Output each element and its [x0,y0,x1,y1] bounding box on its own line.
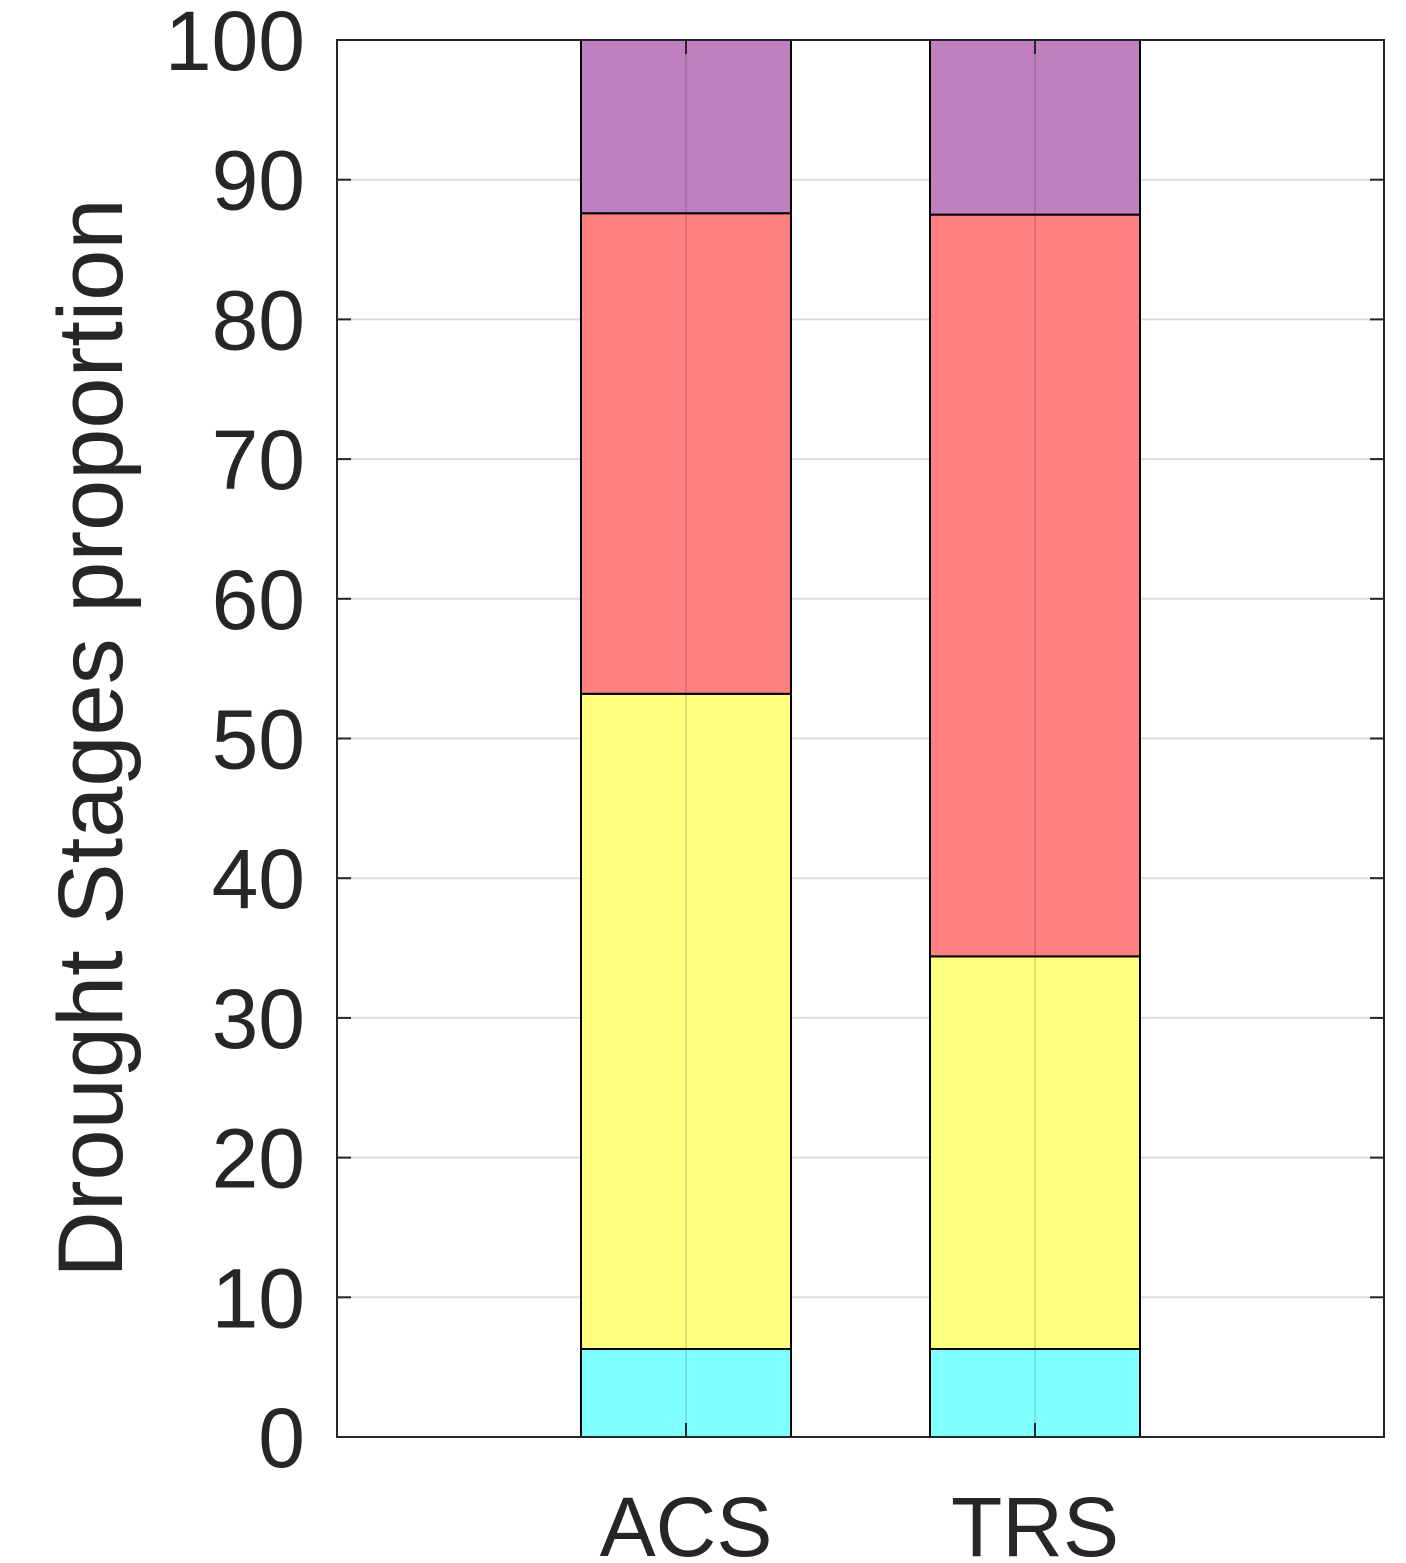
bar-segment-trs-4 [929,39,1141,216]
y-tick-labels: 0 10 20 30 40 50 60 70 80 90 100 [165,0,305,1485]
y-tick-label: 30 [212,972,305,1066]
y-tick-label: 50 [212,693,305,787]
axis-ticks [337,39,1384,1438]
y-tick-label: 100 [165,0,305,88]
y-tick-label: 60 [212,553,305,647]
bar-segment-trs-2 [929,955,1141,1350]
y-tick-label: 90 [212,134,305,228]
bar-segment-acs-1 [580,1347,792,1439]
y-tick-label: 0 [258,1391,305,1485]
bar-segment-trs-3 [929,213,1141,958]
y-tick-label: 10 [212,1251,305,1345]
x-grid-lines [685,40,1036,1437]
y-tick-label: 70 [212,413,305,507]
y-tick-label: 40 [212,832,305,926]
bar-segment-acs-2 [580,692,792,1350]
x-tick-label: ACS [600,1480,773,1563]
x-tick-label: TRS [951,1480,1119,1563]
y-tick-label: 20 [212,1112,305,1206]
bars [580,39,1141,1439]
x-tick-labels: ACS TRS [600,1480,1119,1563]
grid-lines [337,178,1384,1299]
y-axis-title: Drought Stages proportion [40,198,142,1277]
y-tick-label: 80 [212,273,305,367]
